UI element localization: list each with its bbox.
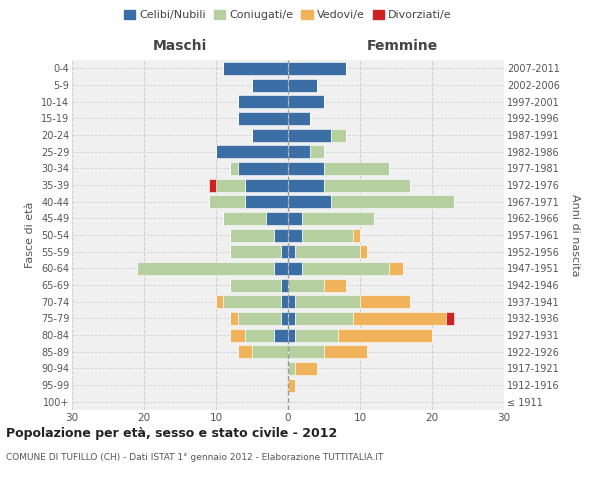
Bar <box>216 145 288 158</box>
Bar <box>245 195 288 208</box>
Bar <box>302 228 353 241</box>
Bar <box>216 295 223 308</box>
Bar <box>209 178 216 192</box>
Bar <box>288 195 331 208</box>
Bar <box>216 178 245 192</box>
Bar <box>288 212 302 225</box>
Bar <box>288 312 295 325</box>
Bar <box>288 62 346 75</box>
Bar <box>230 312 238 325</box>
Bar <box>295 245 360 258</box>
Bar <box>252 128 288 141</box>
Bar <box>209 195 245 208</box>
Text: Maschi: Maschi <box>153 38 207 52</box>
Bar <box>331 128 346 141</box>
Bar <box>230 328 245 342</box>
Bar <box>238 112 288 125</box>
Bar <box>310 145 324 158</box>
Bar <box>288 328 295 342</box>
Bar <box>295 328 338 342</box>
Bar <box>137 262 274 275</box>
Bar <box>288 295 295 308</box>
Bar <box>281 278 288 291</box>
Bar <box>252 345 288 358</box>
Bar <box>288 145 310 158</box>
Bar <box>245 328 274 342</box>
Bar <box>288 362 295 375</box>
Bar <box>353 228 360 241</box>
Bar <box>238 312 281 325</box>
Bar <box>281 312 288 325</box>
Legend: Celibi/Nubili, Coniugati/e, Vedovi/e, Divorziati/e: Celibi/Nubili, Coniugati/e, Vedovi/e, Di… <box>120 6 456 25</box>
Bar <box>274 262 288 275</box>
Bar <box>288 228 302 241</box>
Bar <box>302 212 374 225</box>
Bar <box>281 245 288 258</box>
Bar <box>302 262 389 275</box>
Bar <box>274 328 288 342</box>
Bar <box>295 312 353 325</box>
Bar <box>252 78 288 92</box>
Bar <box>223 62 288 75</box>
Y-axis label: Fasce di età: Fasce di età <box>25 202 35 268</box>
Bar <box>324 278 346 291</box>
Bar <box>389 262 403 275</box>
Text: COMUNE DI TUFILLO (CH) - Dati ISTAT 1° gennaio 2012 - Elaborazione TUTTITALIA.IT: COMUNE DI TUFILLO (CH) - Dati ISTAT 1° g… <box>6 452 383 462</box>
Bar <box>230 162 238 175</box>
Bar <box>331 195 454 208</box>
Bar <box>324 178 410 192</box>
Bar <box>288 162 324 175</box>
Bar <box>288 245 295 258</box>
Bar <box>295 362 317 375</box>
Bar <box>353 312 446 325</box>
Bar <box>288 178 324 192</box>
Bar <box>245 178 288 192</box>
Bar <box>288 112 310 125</box>
Y-axis label: Anni di nascita: Anni di nascita <box>569 194 580 276</box>
Text: Femmine: Femmine <box>367 38 437 52</box>
Bar <box>230 278 281 291</box>
Bar <box>230 228 274 241</box>
Bar <box>223 295 281 308</box>
Bar <box>324 345 367 358</box>
Bar <box>288 128 331 141</box>
Bar <box>281 295 288 308</box>
Bar <box>288 378 295 392</box>
Bar <box>288 78 317 92</box>
Text: Popolazione per età, sesso e stato civile - 2012: Popolazione per età, sesso e stato civil… <box>6 428 337 440</box>
Bar <box>295 295 360 308</box>
Bar <box>324 162 389 175</box>
Bar <box>266 212 288 225</box>
Bar <box>230 245 281 258</box>
Bar <box>338 328 432 342</box>
Bar <box>360 295 410 308</box>
Bar <box>288 262 302 275</box>
Bar <box>288 278 324 291</box>
Bar <box>446 312 454 325</box>
Bar <box>288 345 324 358</box>
Bar <box>360 245 367 258</box>
Bar <box>238 162 288 175</box>
Bar <box>288 95 324 108</box>
Bar <box>238 345 252 358</box>
Bar <box>223 212 266 225</box>
Bar <box>238 95 288 108</box>
Bar <box>274 228 288 241</box>
